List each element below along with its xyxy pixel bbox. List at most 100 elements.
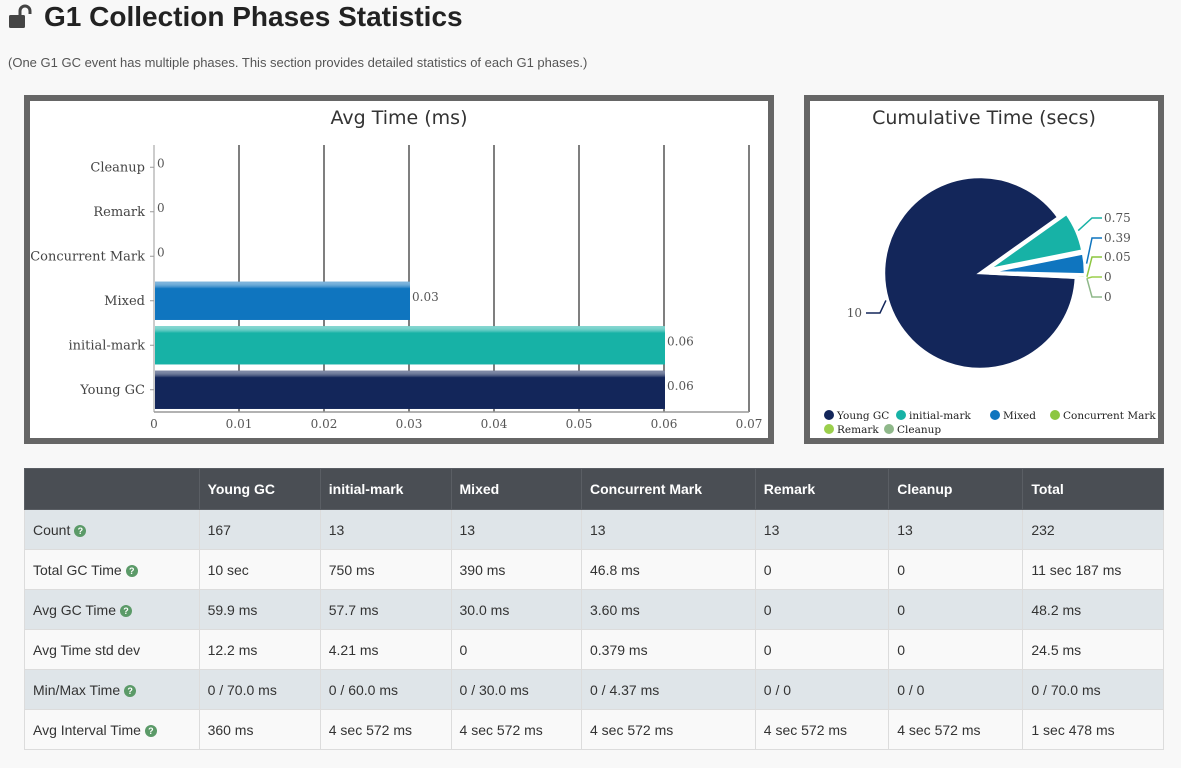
table-cell: 0 / 60.0 ms	[319, 669, 452, 710]
table-cell: 4 sec 572 ms	[888, 709, 1024, 750]
x-tick-label: 0.05	[566, 417, 593, 431]
section-description: (One G1 GC event has multiple phases. Th…	[8, 55, 588, 70]
x-tick-label: 0.01	[226, 417, 253, 431]
x-tick-label: 0.07	[736, 417, 763, 431]
bar-shine-initial-mark	[155, 326, 665, 365]
table-cell: 4 sec 572 ms	[450, 709, 583, 750]
y-category-label: Remark	[93, 205, 145, 220]
legend-marker-mixed	[990, 410, 1000, 420]
table-row: Avg Interval Time? 360 ms 4 sec 572 ms 4 se…	[24, 709, 1164, 750]
help-icon[interactable]: ?	[124, 684, 137, 697]
pie-value-label: 0.39	[1104, 231, 1131, 245]
header-mixed: Mixed	[450, 468, 583, 510]
bar-shine-young-gc	[155, 370, 665, 409]
header-young-gc: Young GC	[198, 468, 321, 510]
table-cell: 24.5 ms	[1022, 629, 1164, 670]
table-cell: 30.0 ms	[450, 589, 583, 630]
x-tick-label: 0.06	[651, 417, 678, 431]
table-cell: 390 ms	[450, 549, 583, 590]
bar-value-label: 0	[157, 156, 165, 170]
row-label-text: Count	[33, 521, 71, 538]
pie-connector	[1077, 217, 1102, 232]
row-label-avg-interval-time: Avg Interval Time?	[24, 709, 200, 750]
table-cell: 46.8 ms	[581, 549, 756, 590]
row-label-text: Avg Interval Time	[33, 721, 141, 738]
pie-value-label: 0	[1104, 270, 1112, 284]
header-remark: Remark	[754, 468, 890, 510]
legend-marker-remark	[824, 424, 834, 434]
help-icon[interactable]: ?	[144, 724, 157, 737]
pie-connector	[1086, 278, 1102, 298]
table-cell: 13	[888, 509, 1024, 550]
table-cell: 0 / 0	[754, 669, 890, 710]
table-cell: 13	[319, 509, 452, 550]
row-label-text: Avg Time std dev	[33, 641, 141, 658]
bar-chart-title: Avg Time (ms)	[330, 107, 468, 129]
row-label-min-max-time: Min/Max Time?	[24, 669, 200, 710]
pie-value-label: 0	[1104, 290, 1112, 304]
table-cell: 0	[888, 589, 1024, 630]
table-cell: 0 / 30.0 ms	[450, 669, 583, 710]
row-label-text: Min/Max Time	[33, 681, 121, 698]
pie-chart-svg: 10 0.75 0.39 0.05 0 0 Young GC initial-mark Mixe…	[824, 175, 1156, 436]
table-cell: 13	[754, 509, 890, 550]
pie-value-label: 0.05	[1104, 250, 1131, 264]
legend-item-remark[interactable]: Remark	[837, 424, 879, 436]
header-concurrent-mark: Concurrent Mark	[581, 468, 756, 510]
help-icon[interactable]: ?	[74, 524, 87, 537]
legend-item-young-gc[interactable]: Young GC	[836, 410, 889, 422]
header-initial-mark: initial-mark	[319, 468, 452, 510]
legend-marker-young-gc	[824, 410, 834, 420]
cumulative-time-chart: Cumulative Time (secs) 10 0.75 0.39 0.05 0 0 Y…	[804, 95, 1164, 444]
y-category-label: Concurrent Mark	[30, 249, 145, 264]
table-cell: 4 sec 572 ms	[754, 709, 890, 750]
table-cell: 167	[198, 509, 321, 550]
table-cell: 11 sec 187 ms	[1022, 549, 1164, 590]
unlocked-padlock-icon	[9, 4, 32, 28]
page-title: G1 Collection Phases Statistics	[44, 1, 463, 32]
table-cell: 4.21 ms	[319, 629, 452, 670]
table-row: Min/Max Time? 0 / 70.0 ms 0 / 60.0 ms 0 / 3…	[24, 669, 1164, 710]
table-row: Total GC Time? 10 sec 750 ms 390 ms 46.8 ms 0…	[24, 549, 1164, 590]
table-cell: 48.2 ms	[1022, 589, 1164, 630]
table-cell: 13	[581, 509, 756, 550]
y-category-label: initial-mark	[68, 338, 145, 353]
legend-item-initial-mark[interactable]: initial-mark	[909, 410, 971, 422]
table-cell: 0	[888, 629, 1024, 670]
legend-item-mixed[interactable]: Mixed	[1003, 410, 1036, 422]
legend-item-concurrent-mark[interactable]: Concurrent Mark	[1063, 410, 1156, 422]
pie-slice-concurrent-mark[interactable]	[988, 272, 1087, 280]
bar-value-label: 0.03	[412, 290, 439, 304]
pie-slice-initial-mark[interactable]	[987, 212, 1084, 271]
table-header-row: Young GC initial-mark Mixed Concurrent Mark…	[24, 468, 1164, 510]
legend-item-cleanup[interactable]: Cleanup	[897, 424, 941, 436]
bar-chart-svg: 0 0.01 0.02 0.03 0.04 0.05 0.06 0.07 Young GC 0.0…	[30, 145, 763, 431]
x-tick-label: 0.03	[396, 417, 423, 431]
table-cell: 1 sec 478 ms	[1022, 709, 1164, 750]
x-tick-label: 0	[150, 417, 158, 431]
page-header: G1 Collection Phases Statistics	[8, 0, 463, 34]
table-cell: 0 / 70.0 ms	[1022, 669, 1164, 710]
table-cell: 0 / 0	[888, 669, 1024, 710]
row-label-text: Avg GC Time	[33, 601, 116, 618]
table-cell: 360 ms	[198, 709, 321, 750]
table-cell: 750 ms	[319, 549, 452, 590]
help-icon[interactable]: ?	[120, 604, 132, 617]
table-cell: 0	[888, 549, 1024, 590]
pie-slice-young-gc[interactable]	[882, 175, 1078, 371]
pie-value-label: 10	[847, 306, 862, 320]
bar-value-label: 0.06	[667, 379, 694, 393]
header-cleanup: Cleanup	[888, 468, 1024, 510]
y-category-label: Mixed	[104, 294, 145, 309]
bar-value-label: 0.06	[667, 334, 694, 348]
table-cell: 0 / 4.37 ms	[581, 669, 756, 710]
phase-stats-table: Young GC initial-mark Mixed Concurrent Mark…	[24, 468, 1164, 750]
table-row: Avg Time std dev 12.2 ms 4.21 ms 0 0.379 ms 0…	[24, 629, 1164, 670]
table-row: Count? 167 13 13 13 13 13 232	[24, 509, 1164, 550]
table-cell: 0	[754, 589, 890, 630]
help-icon[interactable]: ?	[125, 564, 138, 577]
table-cell: 0 / 70.0 ms	[198, 669, 321, 710]
x-tick-label: 0.02	[311, 417, 338, 431]
avg-time-chart: Avg Time (ms) 0 0.01 0.02 0.03 0.04 0.05 0.06 0…	[24, 95, 774, 444]
row-label-count: Count?	[24, 509, 200, 550]
